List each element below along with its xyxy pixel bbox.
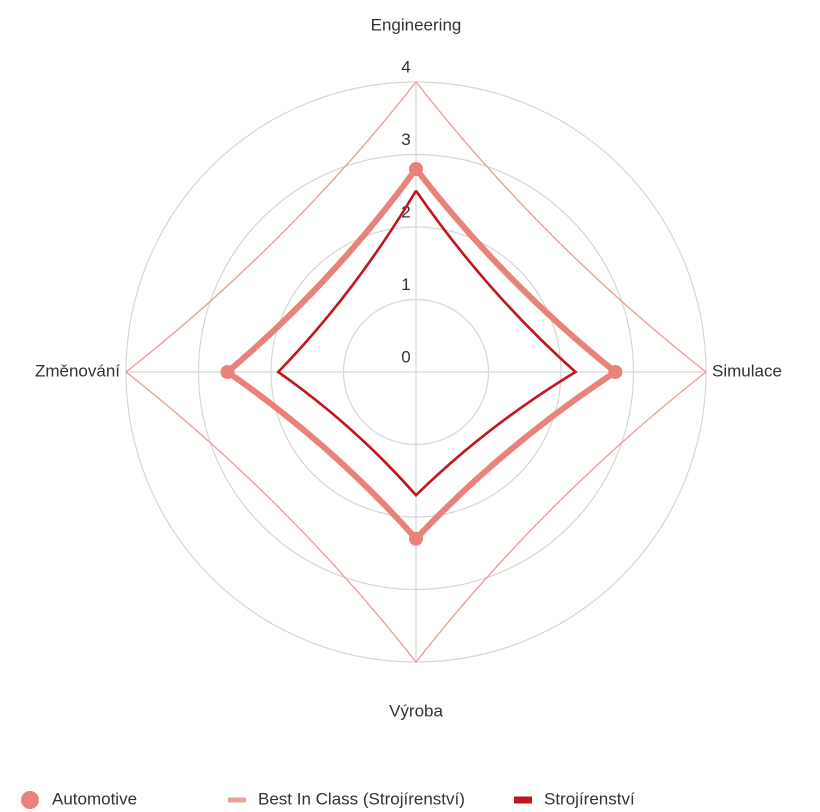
category-label: Změnování [35,361,120,380]
data-point [409,531,423,546]
legend-marker [514,796,532,804]
series-line [276,190,578,498]
legend-marker [21,791,39,809]
legend-label: Automotive [52,789,137,808]
tick-label: 2 [401,202,410,221]
data-point [220,365,235,379]
tick-label: 0 [401,347,410,366]
data-point [608,365,623,379]
series-line [124,81,708,664]
tick-label: 3 [401,130,410,149]
legend-label: Best In Class (Strojírenství) [258,789,465,808]
tick-label: 4 [401,57,410,76]
category-label: Výroba [389,701,443,720]
data-point [409,162,423,176]
category-label: Simulace [712,361,782,380]
tick-label: 1 [401,275,410,294]
category-label: Engineering [371,15,462,34]
legend-marker [228,797,246,803]
legend-label: Strojírenství [544,789,635,808]
